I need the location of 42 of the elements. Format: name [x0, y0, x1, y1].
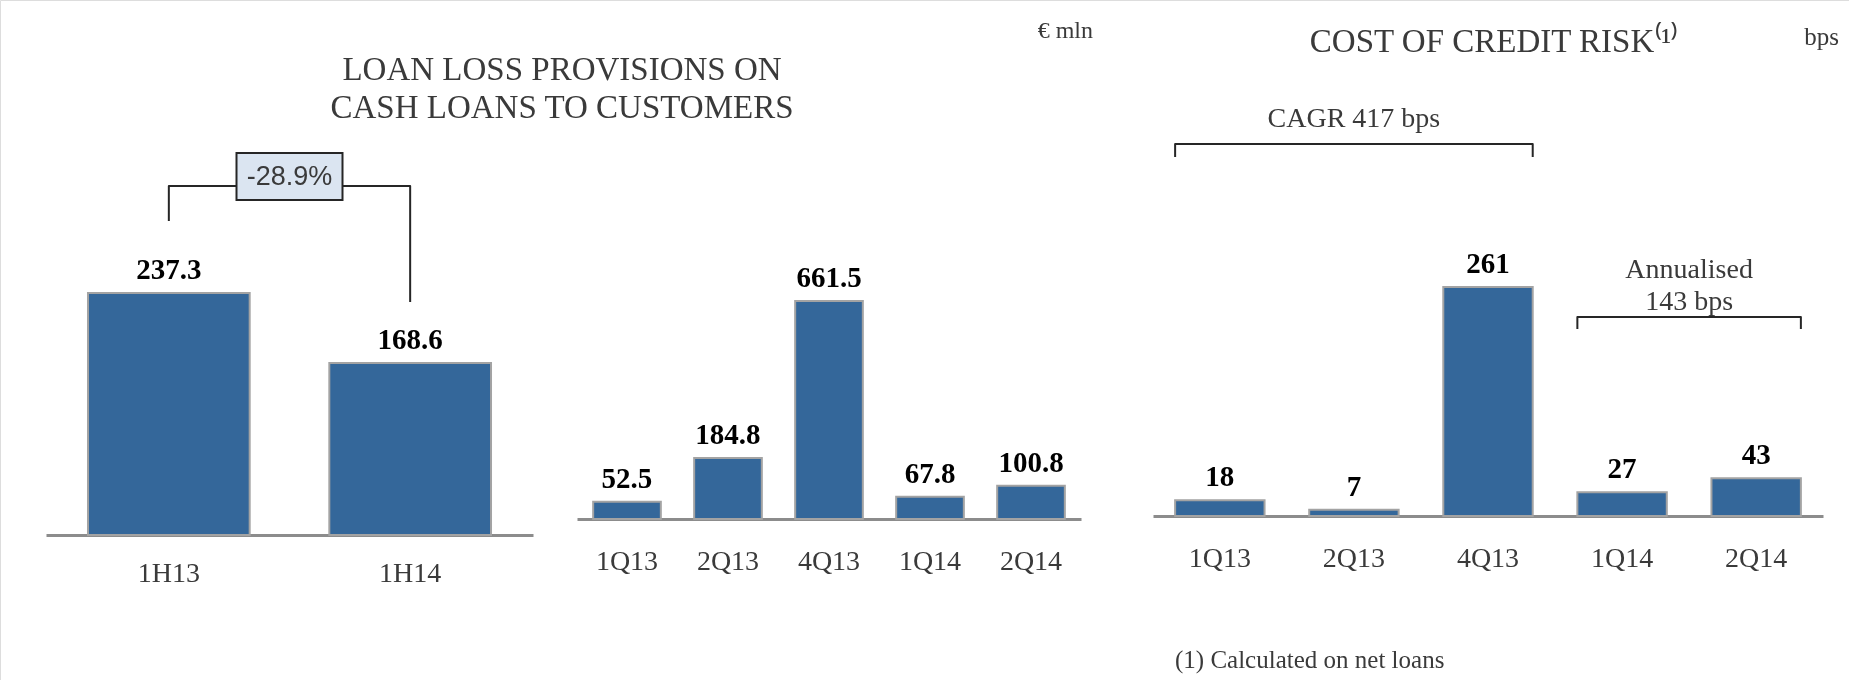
data-label: 237.3 [136, 253, 202, 285]
bar [592, 500, 662, 520]
data-label: 27 [1607, 452, 1637, 485]
text: CAGR 417 bps [1267, 102, 1441, 133]
data-label: 43 [1741, 438, 1771, 471]
x-tick-label: 1Q14 [898, 544, 962, 576]
x-tick-label: 1Q13 [595, 544, 659, 576]
chart-title: COST OF CREDIT RISK⁽¹⁾ [1309, 22, 1679, 59]
x-tick-label: 1Q13 [1188, 541, 1251, 573]
data-label: 18 [1205, 460, 1235, 493]
x-tick-label: 1H13 [137, 556, 200, 588]
bar [794, 300, 864, 520]
data-label: 100.8 [998, 445, 1064, 478]
x-tick-label: 1H14 [379, 556, 442, 588]
bar [996, 484, 1066, 520]
bar [1174, 499, 1266, 517]
bar [1308, 508, 1400, 517]
data-label: 184.8 [695, 418, 761, 451]
x-tick-label: 4Q13 [797, 544, 861, 576]
bar [1710, 477, 1802, 517]
text: (1) Calculated on net loans [1175, 646, 1445, 674]
x-tick-label: 2Q13 [1322, 541, 1386, 573]
chart-title: LOAN LOSS PROVISIONS ON CASH LOANS TO CUSTOMERS [330, 51, 794, 125]
data-label: 661.5 [796, 261, 862, 293]
x-tick-label: 2Q13 [696, 544, 760, 576]
data-label: 67.8 [904, 456, 956, 489]
x-tick-label: 1Q14 [1590, 541, 1654, 573]
bar [895, 495, 965, 520]
x-tick-label: 2Q14 [1725, 541, 1788, 573]
text: -28.9% [246, 160, 333, 191]
x-tick-label: 4Q13 [1456, 541, 1520, 573]
data-label: 52.5 [601, 461, 653, 494]
bar [1576, 491, 1668, 517]
annotation: Annualised 143 bps [1625, 253, 1753, 316]
bar [693, 457, 763, 520]
data-label: 261 [1466, 247, 1510, 279]
x-tick-label: 2Q14 [999, 544, 1063, 576]
bar [1442, 286, 1534, 517]
text: € mln [1037, 17, 1093, 43]
data-label: 168.6 [377, 323, 443, 356]
text: bps [1804, 23, 1839, 50]
data-label: 7 [1346, 469, 1362, 502]
